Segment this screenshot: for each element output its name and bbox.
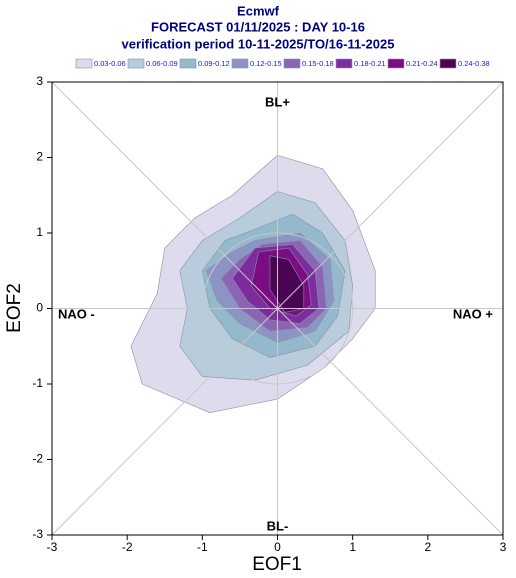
y-tick-label: -3	[32, 527, 43, 541]
x-tick-label: 0	[274, 540, 281, 554]
y-tick-label: 1	[36, 225, 43, 239]
y-axis-label: EOF2	[4, 283, 25, 333]
legend-swatch	[179, 58, 197, 69]
legend-label: 0.18-0.21	[354, 59, 386, 68]
annotation: NAO +	[453, 306, 494, 321]
legend-label: 0.24-0.38	[458, 59, 490, 68]
chart-subtitle: FORECAST 01/11/2025 : DAY 10-16	[151, 19, 365, 34]
legend-swatch	[387, 58, 405, 69]
legend-label: 0.21-0.24	[406, 59, 438, 68]
legend-swatch	[439, 58, 457, 69]
x-tick-label: 3	[500, 540, 507, 554]
legend-swatch	[231, 58, 249, 69]
legend-label: 0.12-0.15	[250, 59, 282, 68]
chart-title: Ecmwf	[237, 3, 280, 18]
x-tick-label: 1	[349, 540, 356, 554]
annotation: BL-	[267, 518, 289, 533]
y-tick-label: -1	[32, 376, 43, 390]
x-tick-label: -3	[47, 540, 58, 554]
y-tick-label: 2	[36, 150, 43, 164]
annotation: NAO -	[58, 306, 95, 321]
chart-subtitle: verification period 10-11-2025/TO/16-11-…	[122, 36, 395, 51]
x-tick-label: -1	[197, 540, 208, 554]
legend-swatch	[75, 58, 93, 69]
x-tick-label: -2	[122, 540, 133, 554]
legend-label: 0.06-0.09	[146, 59, 178, 68]
guide-circle	[201, 232, 354, 385]
annotation: BL+	[265, 94, 290, 109]
legend-swatch	[127, 58, 145, 69]
x-tick-label: 2	[424, 540, 431, 554]
legend-swatch	[283, 58, 301, 69]
y-tick-label: 3	[36, 74, 43, 88]
y-tick-label: -2	[32, 452, 43, 466]
legend-label: 0.09-0.12	[198, 59, 230, 68]
legend-label: 0.15-0.18	[302, 59, 334, 68]
x-axis-label: EOF1	[252, 554, 302, 575]
plot-area	[130, 154, 376, 413]
legend-label: 0.03-0.06	[94, 59, 126, 68]
y-tick-label: 0	[36, 301, 43, 315]
legend-swatch	[335, 58, 353, 69]
